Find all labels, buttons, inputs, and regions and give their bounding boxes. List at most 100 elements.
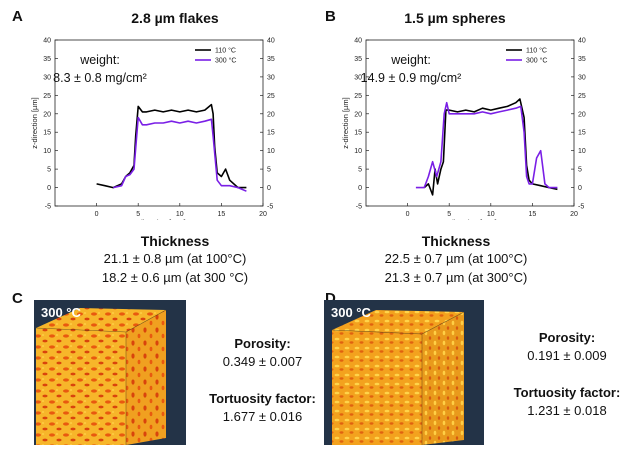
tomography-cube xyxy=(331,310,465,445)
tortuosity-value: 1.677 ± 0.016 xyxy=(222,409,303,424)
legend-entry: 300 °C xyxy=(526,57,547,65)
y-tick-label-right: 10 xyxy=(267,148,275,155)
panel-b-title: 1.5 µm spheres xyxy=(404,10,506,26)
y-tick-label: 20 xyxy=(43,111,51,118)
y-tick-label: 15 xyxy=(43,130,51,137)
y-tick-label: 0 xyxy=(47,185,51,192)
thickness-heading: Thickness xyxy=(421,233,491,249)
porosity-heading: Porosity: xyxy=(234,336,291,351)
tomography-label: 300 °C xyxy=(331,305,371,320)
tortuosity-heading: Tortuosity factor: xyxy=(513,385,621,400)
weight-label: weight: xyxy=(79,53,120,67)
y-tick-label-right: 15 xyxy=(578,130,586,137)
panel-d-metrics: Porosity: 0.191 ± 0.009 Tortuosity facto… xyxy=(500,330,634,418)
panel-letter-c: C xyxy=(12,290,23,307)
chart-b: -5 -5 0 0 5 5 10 10 15 15 20 20 25 25 30 30 35 35 40 40 0 5 10… xyxy=(341,38,586,221)
x-tick-label: 10 xyxy=(487,211,495,218)
y-tick-label: 25 xyxy=(43,93,51,100)
y-tick-label-right: 0 xyxy=(267,185,271,192)
porosity-value: 0.191 ± 0.009 xyxy=(527,348,607,363)
legend-entry: 110 °C xyxy=(215,47,236,55)
y-tick-label: 35 xyxy=(43,56,51,63)
y-tick-label: -5 xyxy=(45,204,51,211)
y-tick-label-right: 5 xyxy=(267,167,271,174)
y-tick-label: 5 xyxy=(47,167,51,174)
thickness-heading: Thickness xyxy=(140,233,210,249)
tomography-cube xyxy=(35,308,167,445)
tomography-label: 300 °C xyxy=(41,305,81,320)
panel-a-thickness: Thickness 21.1 ± 0.8 µm (at 100°C) 18.2 … xyxy=(45,233,305,287)
weight-label: weight: xyxy=(390,53,431,67)
tomography-image-c: 300 °C xyxy=(34,300,186,445)
y-tick-label: 35 xyxy=(354,56,362,63)
weight-value: 8.3 ± 0.8 mg/cm² xyxy=(53,71,147,85)
x-tick-label: 15 xyxy=(218,211,226,218)
panel-b-thickness: Thickness 22.5 ± 0.7 µm (at 100°C) 21.3 … xyxy=(326,233,586,287)
thickness-line: 22.5 ± 0.7 µm (at 100°C) xyxy=(384,251,528,266)
x-tick-label: 20 xyxy=(259,211,267,218)
x-tick-label: 20 xyxy=(570,211,578,218)
y-tick-label-right: 20 xyxy=(578,111,586,118)
thickness-line: 21.3 ± 0.7 µm (at 300°C) xyxy=(384,270,528,285)
panel-letter-b: B xyxy=(325,8,336,25)
y-tick-label: -5 xyxy=(356,204,362,211)
porosity-heading: Porosity: xyxy=(538,330,596,345)
y-tick-label-right: -5 xyxy=(267,204,273,211)
x-axis-label: x-direction [mm] xyxy=(443,218,496,220)
y-axis-label: z-direction [µm] xyxy=(30,97,39,148)
tortuosity-value: 1.231 ± 0.018 xyxy=(527,403,607,418)
y-tick-label-right: 30 xyxy=(267,74,275,81)
x-tick-label: 5 xyxy=(447,211,451,218)
y-tick-label-right: 35 xyxy=(267,56,275,63)
panel-letter-d: D xyxy=(325,290,336,307)
x-tick-label: 0 xyxy=(95,211,99,218)
y-tick-label: 5 xyxy=(358,167,362,174)
y-tick-label: 20 xyxy=(354,111,362,118)
tomography-image-d: 300 °C xyxy=(324,300,484,445)
y-tick-label: 40 xyxy=(43,38,51,45)
x-tick-label: 5 xyxy=(136,211,140,218)
y-tick-label: 10 xyxy=(43,148,51,155)
x-tick-label: 15 xyxy=(529,211,537,218)
y-tick-label-right: 0 xyxy=(578,185,582,192)
series-line-110c xyxy=(423,98,558,196)
y-tick-label-right: 40 xyxy=(578,38,586,45)
panel-a-title: 2.8 µm flakes xyxy=(131,10,219,26)
thickness-line: 18.2 ± 0.6 µm (at 300 °C) xyxy=(101,270,249,285)
y-tick-label: 30 xyxy=(43,74,51,81)
plot-frame xyxy=(365,39,575,207)
y-axis-label: z-direction [µm] xyxy=(341,97,350,148)
y-tick-label: 0 xyxy=(358,185,362,192)
y-tick-label-right: 40 xyxy=(267,38,275,45)
x-tick-label: 10 xyxy=(176,211,184,218)
porosity-value: 0.349 ± 0.007 xyxy=(222,354,303,369)
plot-frame xyxy=(54,39,264,207)
y-tick-label: 25 xyxy=(354,93,362,100)
tortuosity-heading: Tortuosity factor: xyxy=(209,391,316,406)
y-tick-label-right: 25 xyxy=(267,93,275,100)
y-tick-label-right: -5 xyxy=(578,204,584,211)
y-tick-label-right: 15 xyxy=(267,130,275,137)
y-tick-label-right: 35 xyxy=(578,56,586,63)
legend-entry: 300 °C xyxy=(215,57,236,65)
y-tick-label: 15 xyxy=(354,130,362,137)
series-line-300c xyxy=(415,101,558,189)
panel-letter-a: A xyxy=(12,8,23,25)
y-tick-label-right: 10 xyxy=(578,148,586,155)
x-tick-label: 0 xyxy=(406,211,410,218)
weight-value: 14.9 ± 0.9 mg/cm² xyxy=(361,71,462,85)
y-tick-label-right: 30 xyxy=(578,74,586,81)
thickness-line: 21.1 ± 0.8 µm (at 100°C) xyxy=(103,251,247,266)
chart-a: -5 -5 0 0 5 5 10 10 15 15 20 20 25 25 30 30 35 35 40 40 0 5 10… xyxy=(30,38,275,221)
y-tick-label: 10 xyxy=(354,148,362,155)
y-tick-label: 30 xyxy=(354,74,362,81)
y-tick-label-right: 5 xyxy=(578,167,582,174)
x-axis-label: x-direction [mm] xyxy=(132,218,185,220)
legend-entry: 110 °C xyxy=(526,47,547,55)
series-line-110c xyxy=(96,103,247,189)
y-tick-label-right: 20 xyxy=(267,111,275,118)
series-line-300c xyxy=(113,116,247,192)
y-tick-label-right: 25 xyxy=(578,93,586,100)
panel-c-metrics: Porosity: 0.349 ± 0.007 Tortuosity facto… xyxy=(200,336,325,424)
y-tick-label: 40 xyxy=(354,38,362,45)
